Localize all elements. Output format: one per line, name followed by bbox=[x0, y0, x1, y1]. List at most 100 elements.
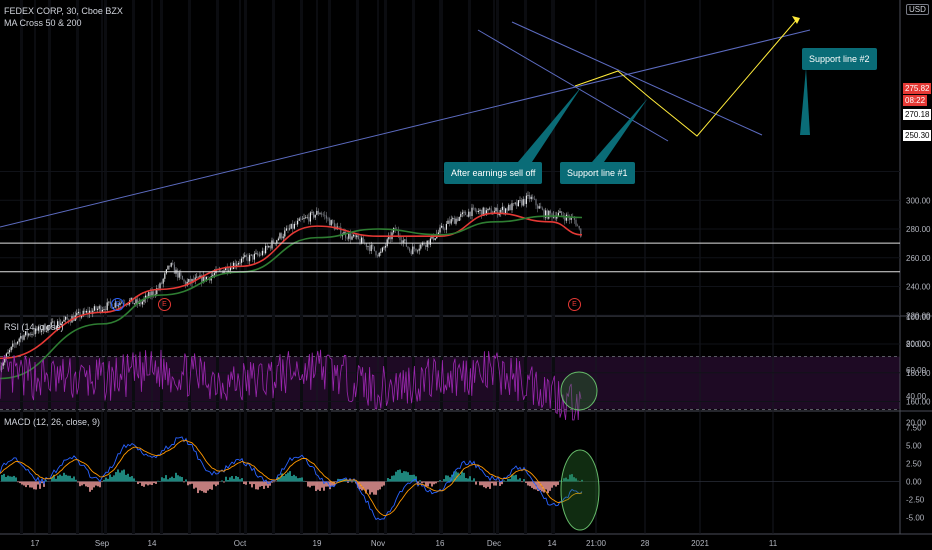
macd-histogram-bar bbox=[207, 481, 209, 491]
macd-tick-label: 2.50 bbox=[906, 460, 922, 469]
macd-histogram-bar bbox=[57, 475, 59, 482]
macd-histogram-bar bbox=[169, 477, 171, 482]
macd-histogram-bar bbox=[457, 472, 459, 482]
candle-body bbox=[47, 325, 49, 331]
macd-histogram-bar bbox=[205, 481, 207, 493]
macd-histogram-bar bbox=[3, 473, 5, 482]
macd-histogram-bar bbox=[187, 481, 189, 486]
rsi-line bbox=[0, 349, 582, 421]
macd-histogram-bar bbox=[513, 475, 515, 482]
macd-histogram-bar bbox=[203, 481, 205, 493]
candle-body bbox=[527, 194, 529, 196]
channel-lower bbox=[511, 21, 763, 136]
macd-histogram-bar bbox=[183, 481, 185, 483]
macd-histogram-bar bbox=[563, 478, 565, 482]
callout-support-1[interactable]: Support line #1 bbox=[560, 162, 635, 184]
macd-histogram-bar bbox=[79, 481, 81, 487]
macd-histogram-bar bbox=[331, 481, 333, 487]
callout-support-2[interactable]: Support line #2 bbox=[802, 48, 877, 70]
session-stripe bbox=[272, 0, 275, 534]
candle-body bbox=[18, 338, 20, 342]
macd-histogram-bar bbox=[297, 478, 299, 482]
rsi-tick-label: 40.00 bbox=[906, 392, 927, 401]
candle-body bbox=[285, 228, 287, 231]
macd-histogram-bar bbox=[211, 481, 213, 490]
macd-histogram-bar bbox=[53, 474, 55, 482]
candle-body bbox=[297, 220, 299, 225]
macd-histogram-bar bbox=[367, 481, 369, 490]
macd-histogram-bar bbox=[191, 481, 193, 484]
candle-body bbox=[506, 208, 508, 211]
candle-body bbox=[487, 208, 489, 211]
macd-histogram-bar bbox=[133, 478, 135, 482]
macd-histogram-bar bbox=[171, 476, 173, 482]
candle-body bbox=[23, 335, 25, 340]
rsi-tick-label: 60.00 bbox=[906, 366, 927, 375]
candle-body bbox=[177, 269, 179, 278]
candle-body bbox=[490, 208, 492, 215]
candle-body bbox=[236, 264, 238, 266]
candle-body bbox=[188, 279, 190, 282]
candle-body bbox=[161, 283, 163, 284]
macd-histogram-bar bbox=[499, 481, 501, 486]
macd-histogram-bar bbox=[77, 481, 79, 483]
candle-body bbox=[385, 246, 387, 248]
macd-histogram-bar bbox=[267, 481, 269, 488]
candle-body bbox=[354, 234, 356, 238]
candle-body bbox=[484, 207, 486, 215]
macd-histogram-bar bbox=[437, 481, 439, 483]
candle-body bbox=[341, 234, 343, 237]
earnings-event-2[interactable]: E bbox=[568, 298, 581, 311]
candle-body bbox=[33, 333, 35, 335]
candle-body bbox=[57, 321, 59, 329]
session-stripe bbox=[160, 0, 163, 534]
ma-indicator-label: MA Cross 50 & 200 bbox=[4, 18, 82, 28]
currency-badge[interactable]: USD bbox=[906, 4, 929, 15]
candle-body bbox=[345, 231, 347, 238]
earnings-event-1[interactable]: E bbox=[158, 298, 171, 311]
macd-histogram-bar bbox=[1, 474, 3, 482]
candle-body bbox=[449, 220, 451, 224]
callout-earnings[interactable]: After earnings sell off bbox=[444, 162, 543, 184]
macd-histogram-bar bbox=[511, 474, 513, 482]
macd-histogram-bar bbox=[317, 481, 319, 490]
macd-histogram-bar bbox=[119, 472, 121, 482]
session-stripe bbox=[496, 0, 499, 534]
candle-body bbox=[13, 343, 15, 345]
macd-histogram-bar bbox=[63, 472, 65, 482]
pointer-support-1 bbox=[592, 98, 648, 162]
candle-body bbox=[181, 275, 183, 280]
candle-body bbox=[156, 288, 158, 295]
session-stripe bbox=[300, 0, 303, 534]
candle-body bbox=[0, 365, 1, 370]
candle-body bbox=[333, 223, 335, 230]
candle-body bbox=[271, 240, 273, 249]
candle-body bbox=[81, 315, 83, 318]
candle-body bbox=[149, 292, 151, 297]
long-trendline bbox=[0, 29, 811, 228]
candle-body bbox=[199, 275, 201, 278]
candle-body bbox=[261, 250, 263, 256]
time-tick-label: 14 bbox=[148, 539, 157, 548]
candle-body bbox=[471, 207, 473, 217]
macd-histogram-bar bbox=[391, 475, 393, 482]
macd-histogram-bar bbox=[151, 481, 153, 486]
macd-histogram-bar bbox=[137, 481, 139, 485]
candle-body bbox=[109, 301, 111, 305]
candle-body bbox=[289, 228, 291, 230]
candle-body bbox=[197, 276, 199, 278]
time-tick-label: 16 bbox=[436, 539, 445, 548]
candle-body bbox=[45, 330, 47, 332]
candle-body bbox=[202, 275, 204, 283]
dividend-event[interactable]: D bbox=[111, 298, 124, 311]
candle-body bbox=[20, 336, 22, 339]
candle-body bbox=[570, 217, 572, 220]
macd-histogram-bar bbox=[83, 481, 85, 485]
candle-body bbox=[441, 225, 443, 228]
candle-body bbox=[538, 206, 540, 209]
candle-body bbox=[489, 208, 491, 210]
candle-body bbox=[447, 220, 449, 224]
macd-histogram-bar bbox=[283, 475, 285, 482]
candle-body bbox=[388, 235, 390, 240]
